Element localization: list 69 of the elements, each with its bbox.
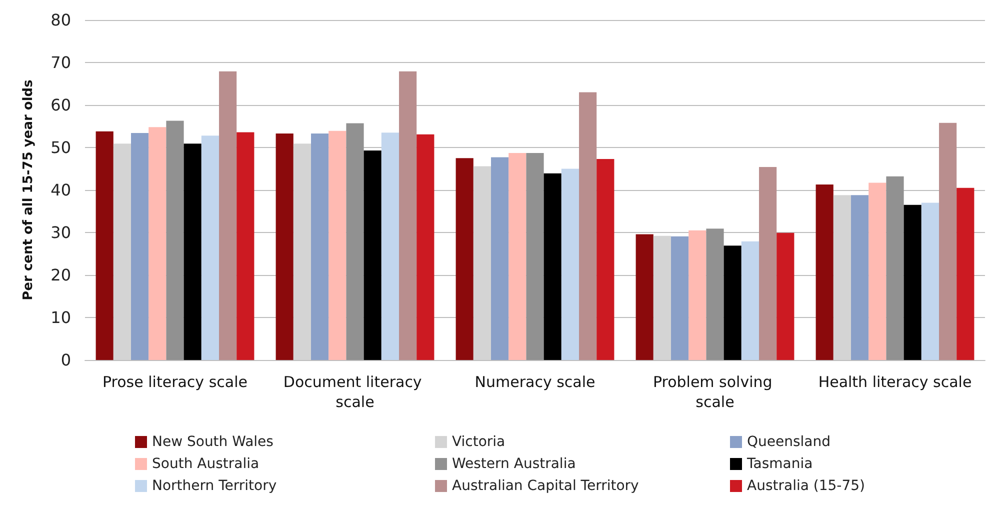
bar	[904, 204, 922, 360]
y-tick-label: 0	[60, 350, 71, 370]
x-tick-label: Numeracy scale	[474, 373, 596, 391]
bar	[688, 230, 706, 360]
bar	[508, 153, 526, 360]
legend-label: Australian Capital Territory	[452, 478, 639, 494]
bar	[113, 144, 131, 360]
bar	[381, 132, 399, 360]
bar	[399, 71, 417, 360]
bar	[921, 202, 939, 360]
legend-label: Northern Territory	[152, 478, 277, 494]
bar	[456, 158, 474, 360]
legend-label: Victoria	[452, 434, 506, 450]
legend-label: Australia (15-75)	[747, 478, 865, 494]
x-tick-label: Problem solving scale	[652, 373, 778, 411]
y-tick-label: 80	[50, 10, 71, 30]
bar	[544, 173, 562, 360]
bar	[816, 184, 834, 360]
y-tick-label: 20	[50, 266, 71, 284]
bar	[561, 168, 579, 360]
bar	[741, 241, 759, 360]
bar	[579, 92, 597, 360]
bar	[416, 134, 434, 360]
y-axis-title: Per cent of all 15-75 year olds	[21, 79, 36, 300]
bar	[653, 236, 671, 360]
bar	[671, 236, 689, 360]
bar	[596, 158, 614, 360]
bar	[776, 232, 794, 360]
bar	[364, 150, 382, 360]
y-tick-label: 60	[50, 96, 71, 114]
x-tick-label: Document literacy scale	[283, 373, 427, 411]
bar	[868, 182, 886, 360]
bar	[886, 176, 904, 360]
bar	[293, 144, 311, 360]
bar	[706, 228, 724, 360]
bar	[833, 195, 851, 360]
x-tick-label: Health literacy scale	[818, 373, 972, 391]
bar	[201, 136, 219, 360]
bar	[276, 133, 294, 360]
bar	[724, 246, 742, 360]
bar	[131, 133, 149, 360]
bar	[636, 234, 654, 360]
bar	[236, 132, 254, 360]
legend-label: Western Australia	[452, 456, 576, 472]
y-tick-label: 30	[50, 223, 71, 242]
bar	[96, 131, 114, 360]
bar	[473, 166, 491, 360]
x-tick-label: Prose literacy scale	[102, 373, 248, 391]
bar	[956, 188, 974, 360]
bar	[219, 71, 237, 360]
bar	[526, 153, 544, 360]
bar	[148, 127, 166, 360]
bar	[346, 123, 364, 360]
y-tick-label: 70	[50, 53, 71, 72]
y-tick-label: 10	[50, 308, 71, 327]
legend-label: Queensland	[747, 434, 831, 450]
bar	[328, 130, 346, 360]
bar	[491, 157, 509, 360]
legend-label: South Australia	[152, 456, 260, 472]
bar	[311, 133, 329, 360]
bar	[166, 120, 184, 360]
bar	[184, 144, 202, 360]
bar	[851, 195, 869, 360]
y-tick-label: 40	[50, 180, 71, 200]
legend-label: New South Wales	[152, 434, 274, 450]
y-tick-label: 50	[50, 138, 71, 157]
bar	[759, 167, 777, 360]
legend-label: Tasmania	[746, 456, 813, 472]
bar	[939, 122, 957, 360]
